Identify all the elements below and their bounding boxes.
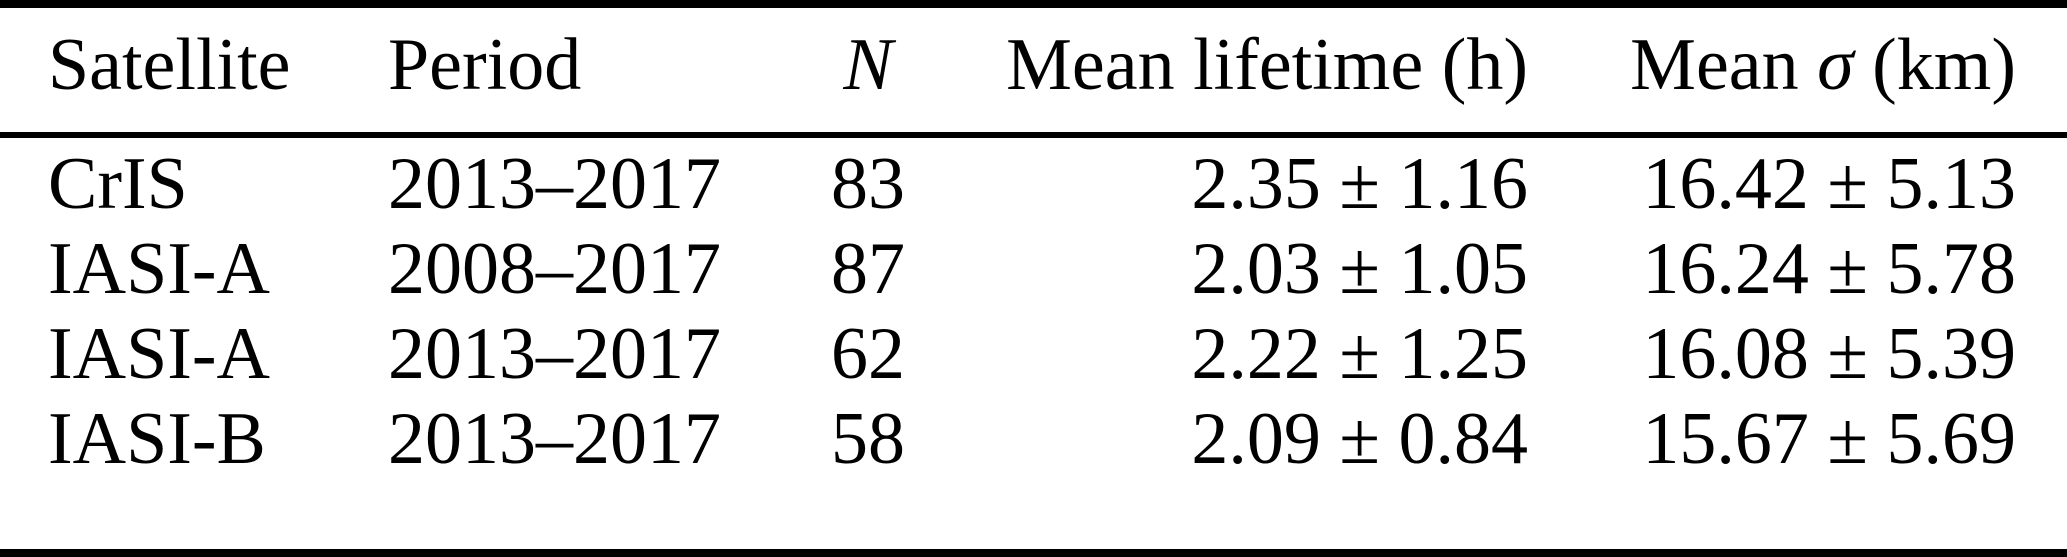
- table-row: IASI-A 2008–2017 87 2.03 ± 1.05 16.24 ± …: [0, 227, 2067, 312]
- cell-n: 87: [831, 228, 905, 310]
- table-body: CrIS 2013–2017 83 2.35 ± 1.16 16.42 ± 5.…: [0, 138, 2067, 482]
- cell-satellite: IASI-A: [48, 313, 270, 395]
- header-n: N: [843, 23, 893, 106]
- table-row: CrIS 2013–2017 83 2.35 ± 1.16 16.42 ± 5.…: [0, 142, 2067, 227]
- cell-n: 62: [831, 313, 905, 395]
- cell-n: 58: [831, 398, 905, 480]
- cell-n: 83: [831, 143, 905, 225]
- mean-sigma-unit: (km): [1853, 23, 2016, 106]
- cell-period: 2013–2017: [388, 143, 721, 225]
- cell-mean-lifetime: 2.03 ± 1.05: [1191, 228, 1528, 310]
- header-mean-lifetime: Mean lifetime (h): [1006, 23, 1528, 106]
- header-period: Period: [388, 23, 582, 106]
- mean-sigma-prefix: Mean: [1630, 23, 1818, 106]
- header-satellite: Satellite: [48, 23, 291, 106]
- sigma-symbol: σ: [1817, 23, 1854, 106]
- table-row: IASI-B 2013–2017 58 2.09 ± 0.84 15.67 ± …: [0, 397, 2067, 482]
- cell-mean-lifetime: 2.35 ± 1.16: [1191, 143, 1528, 225]
- cell-mean-sigma: 16.42 ± 5.13: [1642, 143, 2016, 225]
- cell-satellite: IASI-A: [48, 228, 270, 310]
- cell-mean-sigma: 16.24 ± 5.78: [1642, 228, 2016, 310]
- cell-period: 2013–2017: [388, 313, 721, 395]
- cell-mean-lifetime: 2.09 ± 0.84: [1191, 398, 1528, 480]
- cell-mean-sigma: 15.67 ± 5.69: [1642, 398, 2016, 480]
- cell-satellite: IASI-B: [48, 398, 266, 480]
- cell-satellite: CrIS: [48, 143, 188, 225]
- table-header-row: Satellite Period N Mean lifetime (h) Mea…: [0, 8, 2067, 138]
- table-row: IASI-A 2013–2017 62 2.22 ± 1.25 16.08 ± …: [0, 312, 2067, 397]
- cell-mean-sigma: 16.08 ± 5.39: [1642, 313, 2016, 395]
- header-mean-sigma: Mean σ (km): [1528, 23, 2016, 108]
- cell-period: 2013–2017: [388, 398, 721, 480]
- cell-period: 2008–2017: [388, 228, 721, 310]
- cell-mean-lifetime: 2.22 ± 1.25: [1191, 313, 1528, 395]
